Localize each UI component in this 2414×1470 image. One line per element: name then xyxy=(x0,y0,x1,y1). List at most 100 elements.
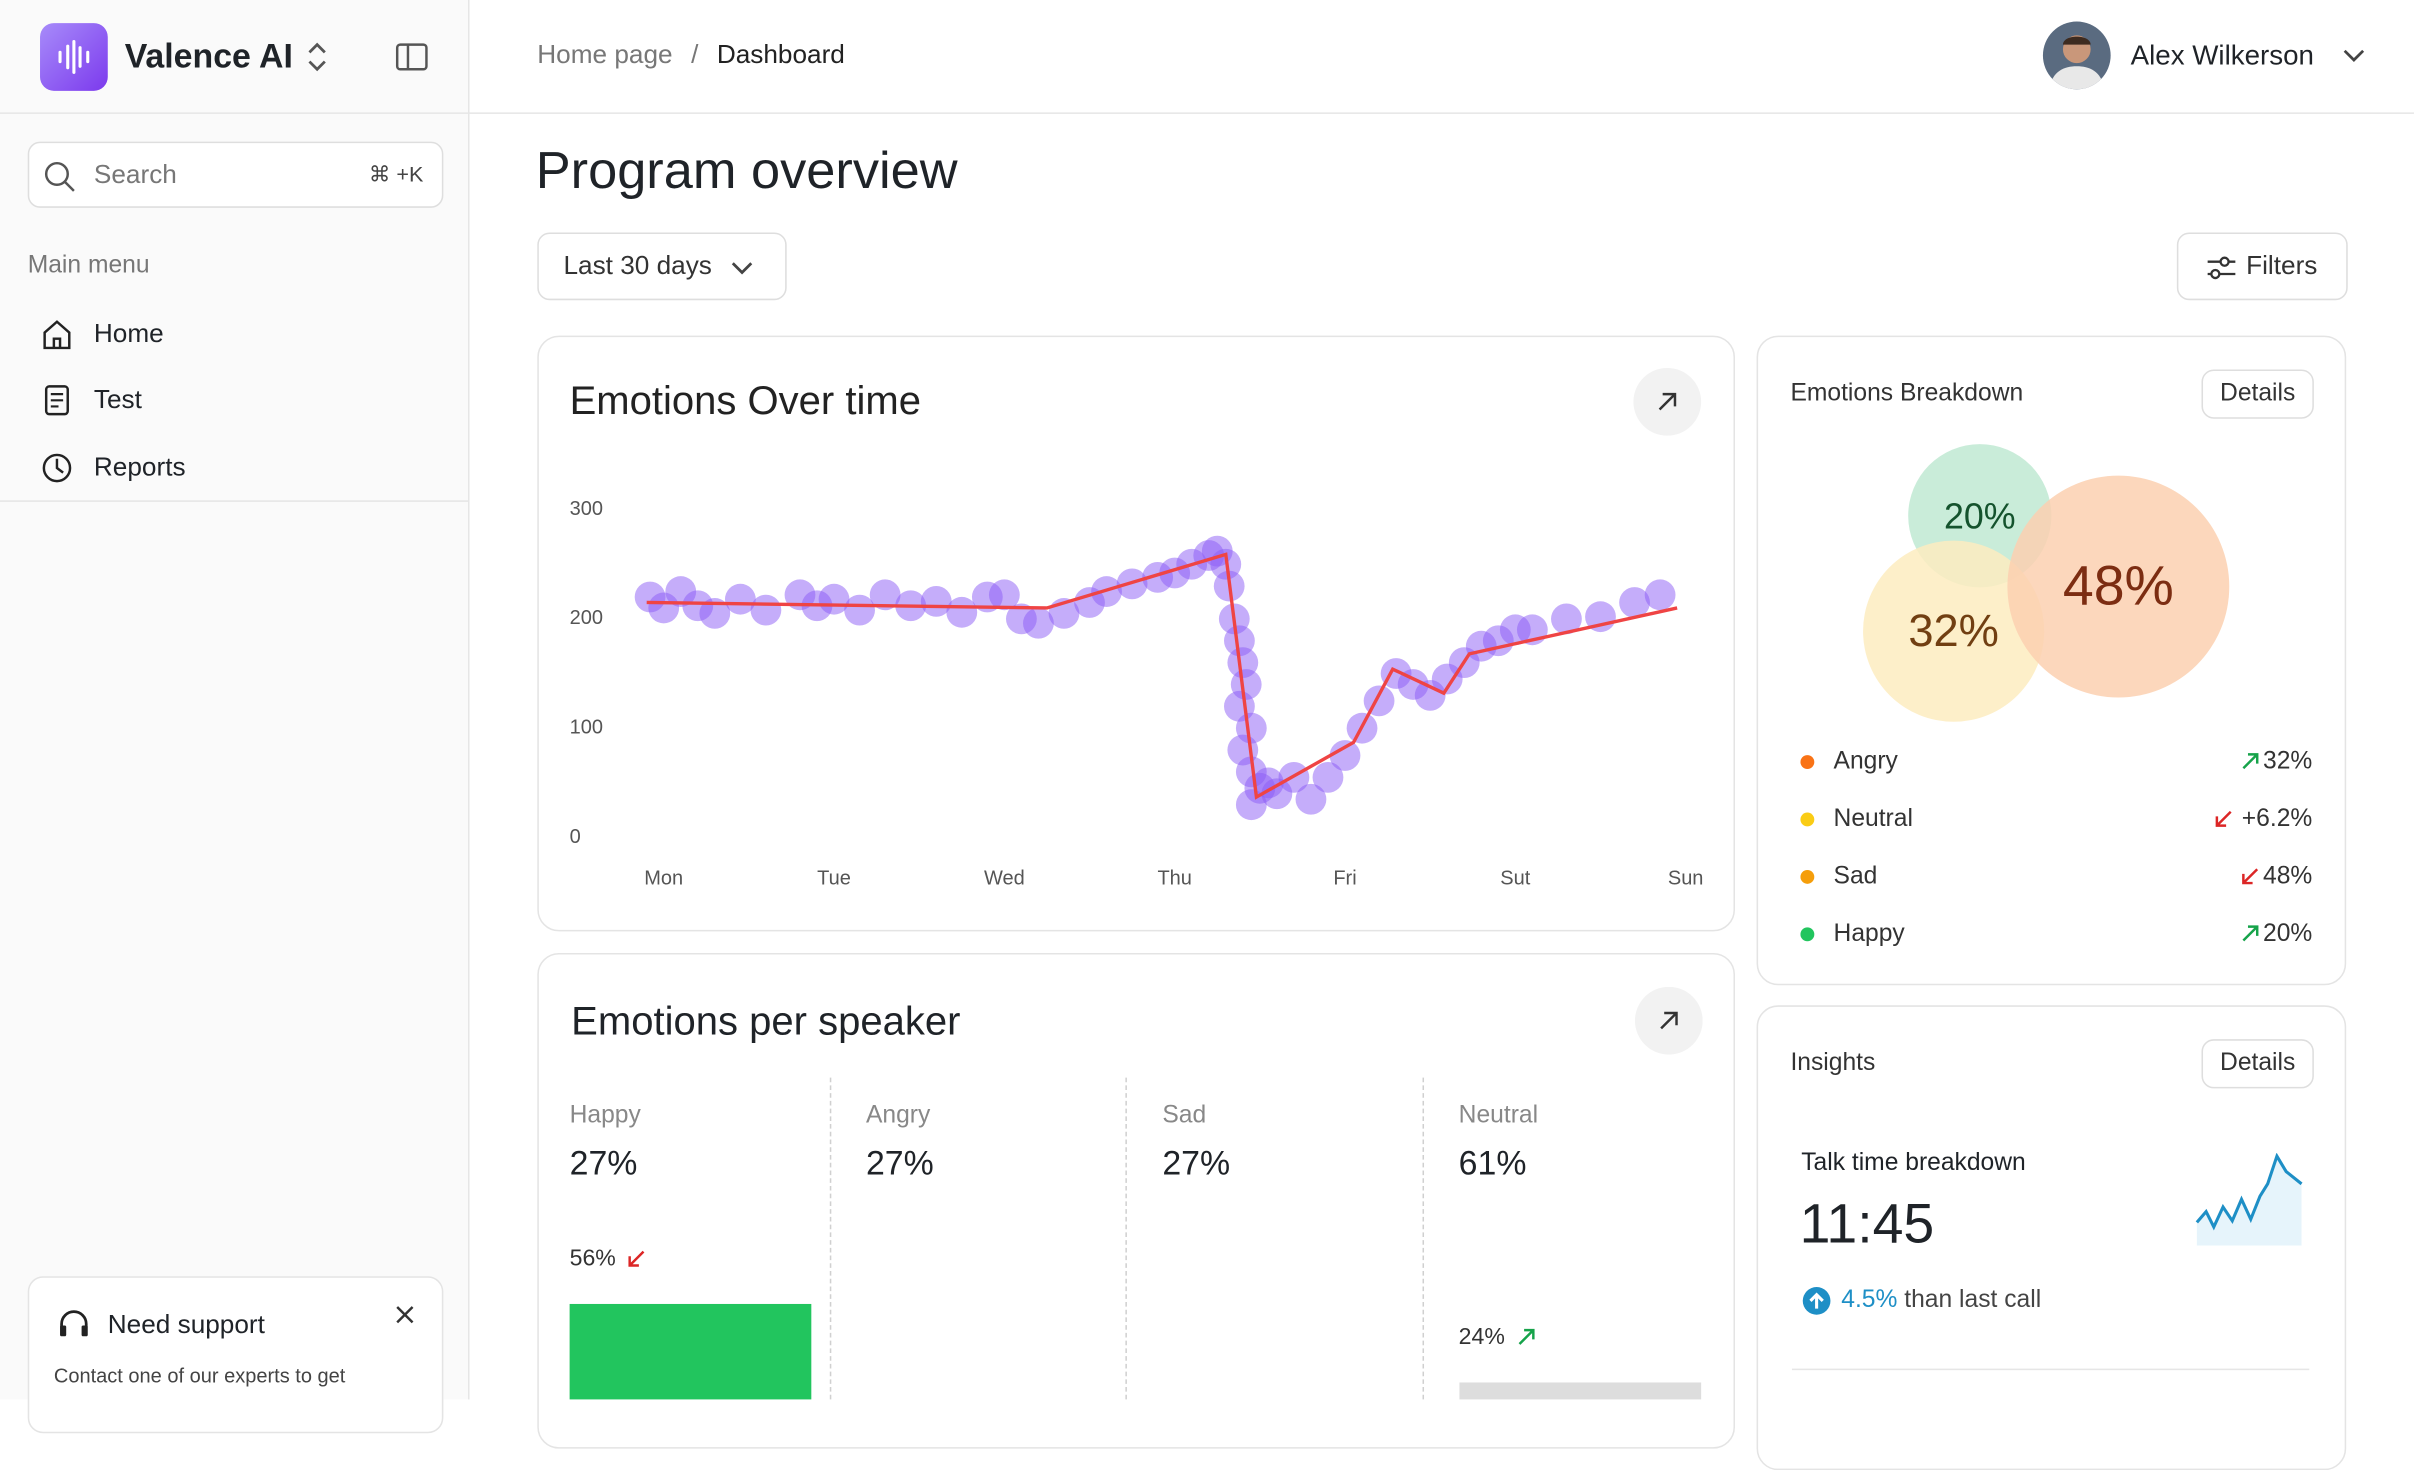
expand-icon xyxy=(1658,392,1677,411)
breadcrumb-item: Dashboard xyxy=(716,40,845,70)
trend-svg xyxy=(1517,1328,1534,1345)
scatter-point xyxy=(1329,740,1361,771)
metric-title: Talk time breakdown xyxy=(1801,1150,2026,1177)
metric-value: 11:45 xyxy=(1799,1191,1935,1255)
filters-button[interactable]: Filters xyxy=(2176,232,2348,301)
scatter-point xyxy=(1551,603,1582,635)
home-icon xyxy=(43,320,71,350)
column-bar xyxy=(1458,1382,1701,1400)
bubble-label: 32% xyxy=(1908,605,1999,656)
column-divider xyxy=(1125,1077,1127,1400)
x-tick-label: Tue xyxy=(817,867,851,889)
legend-name: Angry xyxy=(1834,748,1899,775)
support-title: Need support xyxy=(107,1310,265,1340)
trend-icon xyxy=(1517,1328,1534,1345)
trend-icon xyxy=(2242,925,2259,942)
legend-name: Neutral xyxy=(1834,805,1913,832)
column-name: Neutral xyxy=(1458,1102,1539,1129)
column-change: 56% xyxy=(569,1245,616,1272)
details-button[interactable]: Details xyxy=(2201,1039,2314,1089)
close-icon[interactable] xyxy=(393,1302,418,1327)
logo-icon xyxy=(58,40,90,74)
sparkline xyxy=(2195,1153,2303,1246)
search-placeholder: Search xyxy=(93,160,177,190)
column-divider xyxy=(829,1077,831,1400)
collapse-icon[interactable] xyxy=(394,40,431,74)
x-tick-label: Wed xyxy=(984,867,1025,889)
menu-item[interactable]: Home xyxy=(40,317,440,354)
user-name[interactable]: Alex Wilkerson xyxy=(2130,40,2314,71)
scatter-point xyxy=(724,583,756,615)
legend-name: Happy xyxy=(1834,920,1906,947)
breadcrumb-item[interactable]: Home page xyxy=(537,40,673,70)
column-change: 24% xyxy=(1458,1323,1505,1351)
search-box[interactable]: Search ⌘ +K xyxy=(27,141,444,208)
scatter-point xyxy=(988,579,1020,611)
speaker-title: Emotions per speaker xyxy=(571,997,961,1044)
range-label: Last 30 days xyxy=(563,250,712,281)
filters-label: Filters xyxy=(2246,250,2318,281)
legend-change: +6.2% xyxy=(2242,805,2313,832)
legend-dot xyxy=(1800,755,1815,769)
legend-name: Sad xyxy=(1834,862,1878,889)
range-select[interactable]: Last 30 days xyxy=(537,232,787,301)
details-button[interactable]: Details xyxy=(2201,369,2314,419)
column-name: Sad xyxy=(1162,1102,1207,1129)
trend-icon xyxy=(628,1250,645,1267)
menu-item[interactable]: Test xyxy=(40,383,440,420)
breakdown-chart: 20% 32% 48% Angry 32% Neutral +6.2% Sad 48% Happy… xyxy=(1800,444,2313,947)
x-tick-label: Sun xyxy=(1668,867,1704,889)
scatter-point xyxy=(946,596,978,628)
scatter-point xyxy=(818,583,850,615)
legend-dot xyxy=(1800,927,1815,942)
chevron[interactable] xyxy=(2340,42,2368,70)
column-name: Happy xyxy=(569,1102,641,1129)
scatter-point xyxy=(699,598,731,629)
legend-dot xyxy=(1800,869,1815,884)
trend-svg xyxy=(628,1250,645,1267)
scatter-point xyxy=(1644,579,1676,611)
switch-icon[interactable] xyxy=(303,38,331,75)
scatter-point xyxy=(1295,783,1327,815)
bubble xyxy=(2007,475,2230,698)
legend-change: 48% xyxy=(2263,862,2312,889)
bubble xyxy=(1863,540,2045,722)
headset-icon xyxy=(60,1310,88,1337)
reports-icon xyxy=(42,453,72,483)
metric-change: 4.5% than last call xyxy=(1841,1287,2041,1315)
up-icon xyxy=(1802,1287,1831,1315)
menu-item[interactable]: Reports xyxy=(40,451,440,488)
change-text: than last call xyxy=(1904,1287,2042,1314)
search-shortcut: ⌘ +K xyxy=(368,161,424,187)
expand-button[interactable] xyxy=(1634,986,1703,1055)
logo xyxy=(40,23,108,91)
chart-title: Emotions Over time xyxy=(570,379,921,423)
column-divider xyxy=(1421,1077,1424,1400)
column-value: 27% xyxy=(1162,1143,1231,1183)
y-tick-label: 300 xyxy=(570,498,603,520)
page-title: Program overview xyxy=(535,141,958,201)
legend-dot xyxy=(1800,812,1815,827)
test-icon xyxy=(44,385,69,416)
scatter-point xyxy=(920,585,952,617)
scatter-point xyxy=(844,594,875,626)
menu-label: Reports xyxy=(93,452,186,482)
search-icon xyxy=(44,161,75,192)
filters-icon xyxy=(2207,256,2236,280)
scatter-point xyxy=(869,579,901,611)
y-tick-label: 0 xyxy=(570,826,581,848)
trend-icon xyxy=(2242,753,2259,770)
x-tick-label: Sut xyxy=(1500,867,1530,889)
emotions-chart: Emotions Over time 0 100 200 300 Mon Tue Wed Th… xyxy=(570,367,1704,889)
column-name: Angry xyxy=(865,1102,931,1129)
column-value: 27% xyxy=(569,1143,638,1183)
scatter-point xyxy=(1619,587,1650,618)
menu-label: Test xyxy=(93,384,142,415)
scatter-point xyxy=(750,594,782,626)
app-name: Valence AI xyxy=(124,36,293,76)
avatar[interactable] xyxy=(2042,21,2111,90)
x-tick-label: Thu xyxy=(1157,867,1191,889)
trend-icon xyxy=(2242,868,2259,885)
breadcrumb: Home page / Dashboard xyxy=(537,40,845,70)
